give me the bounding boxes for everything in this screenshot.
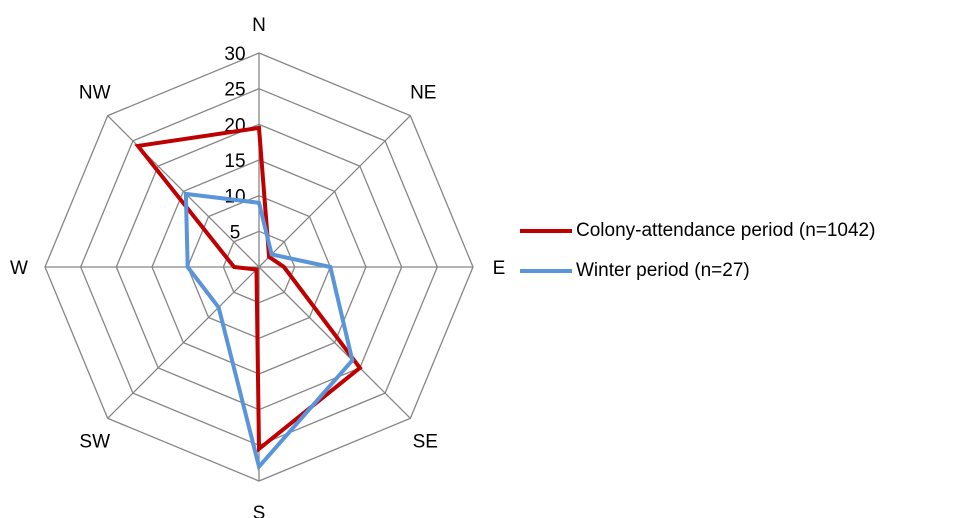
tick-label-5: 5	[230, 222, 241, 243]
point-winter-se	[351, 359, 353, 361]
direction-label-ne: NE	[410, 83, 436, 104]
direction-label-se: SE	[413, 431, 438, 452]
spoke-sw	[107, 266, 260, 419]
tick-label-25: 25	[224, 80, 245, 101]
point-colony-nw	[137, 145, 139, 147]
spoke-se	[258, 266, 411, 419]
legend-item-colony: Colony-attendance period (n=1042)	[520, 218, 875, 244]
series-line-colony	[134, 125, 363, 454]
point-colony-e	[283, 266, 285, 268]
point-winter-ne	[271, 253, 273, 255]
data-series	[134, 125, 363, 471]
direction-label-e: E	[493, 258, 506, 279]
point-winter-n	[258, 202, 260, 204]
point-colony-ne	[268, 256, 270, 258]
point-colony-se	[359, 367, 361, 369]
point-colony-w	[233, 266, 235, 268]
point-winter-sw	[218, 306, 220, 308]
legend-label-colony: Colony-attendance period (n=1042)	[576, 220, 876, 241]
legend-item-winter: Winter period (n=27)	[520, 258, 875, 284]
legend-swatch-winter	[520, 269, 572, 273]
direction-label-w: W	[10, 258, 28, 279]
point-colony-n	[258, 127, 260, 129]
spoke-nw	[107, 115, 260, 268]
point-winter-nw	[185, 193, 187, 195]
legend-swatch-colony	[520, 229, 572, 233]
spoke-ne	[258, 115, 411, 268]
legend: Colony-attendance period (n=1042) Winter…	[520, 218, 875, 298]
point-colony-sw	[255, 269, 257, 271]
direction-label-s: S	[253, 503, 266, 518]
point-winter-w	[187, 266, 189, 268]
point-colony-s	[258, 448, 260, 450]
legend-label-winter: Winter period (n=27)	[576, 260, 750, 281]
direction-label-n: N	[252, 15, 266, 36]
tick-label-15: 15	[224, 151, 245, 172]
direction-label-sw: SW	[79, 431, 110, 452]
direction-labels: N NE E SE S SW W NW	[10, 15, 505, 518]
point-winter-e	[329, 266, 331, 268]
point-winter-s	[258, 466, 260, 468]
tick-label-30: 30	[224, 44, 245, 65]
direction-label-nw: NW	[79, 83, 111, 104]
